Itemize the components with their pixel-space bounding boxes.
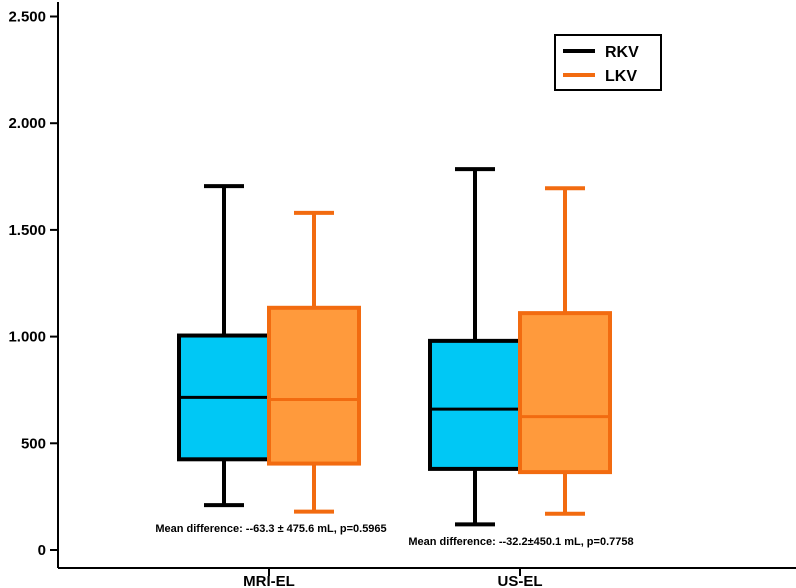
box-rkv-us-el: [428, 167, 522, 527]
y-tick-label: 2.500: [8, 9, 46, 26]
box-groups: [177, 167, 612, 527]
mean-difference-annotation: Mean difference: --32.2±450.1 mL, p=0.77…: [408, 536, 633, 548]
y-tick-label: 1.500: [8, 222, 46, 239]
y-axis-ticks: 0 500 1.000 1.500 2.000 2.500: [8, 9, 58, 559]
box-lkv-mri-el: [267, 210, 361, 514]
x-category-label: MRI-EL: [243, 573, 295, 588]
legend-label-lkv: LKV: [605, 68, 637, 85]
mean-difference-annotation: Mean difference: --63.3 ± 475.6 mL, p=0.…: [155, 523, 386, 535]
y-tick-label: 500: [21, 435, 46, 452]
legend-label-rkv: RKV: [605, 44, 639, 61]
x-category-label: US-EL: [498, 573, 543, 588]
x-axis-categories: MRI-EL US-EL: [243, 568, 543, 588]
iqr-box: [518, 311, 612, 475]
iqr-box: [428, 338, 522, 471]
box-lkv-us-el: [518, 186, 612, 516]
x-axis: MRI-EL US-EL: [58, 567, 796, 588]
y-tick-label: 1.000: [8, 329, 46, 346]
y-axis: 0 500 1.000 1.500 2.000 2.500: [8, 2, 59, 568]
y-tick-label: 0: [38, 542, 46, 559]
legend-box: [554, 34, 662, 91]
box-rkv-mri-el: [177, 184, 271, 508]
iqr-box: [267, 305, 361, 466]
annotations: Mean difference: --63.3 ± 475.6 mL, p=0.…: [155, 523, 633, 548]
y-tick-label: 2.000: [8, 115, 46, 132]
legend: RKV LKV: [554, 34, 662, 91]
